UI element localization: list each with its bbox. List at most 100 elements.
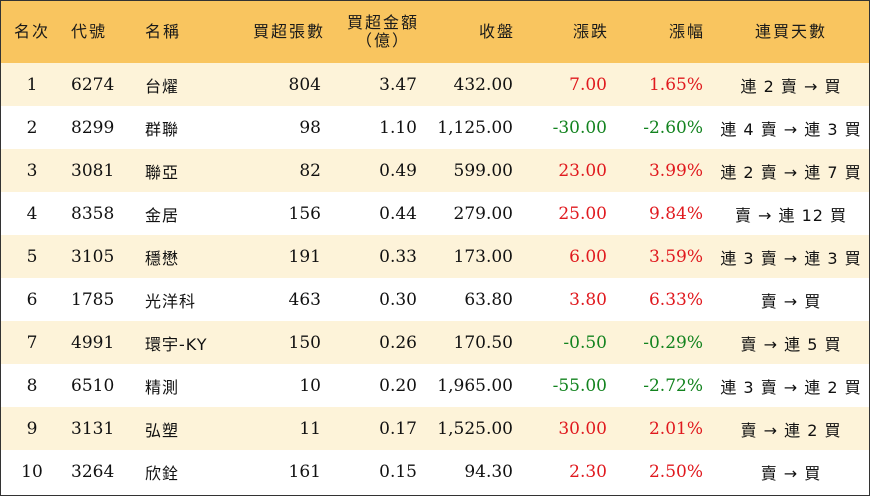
cell-net-amount: 1.10 <box>379 117 417 138</box>
cell-streak: 賣 → 買 <box>760 463 822 483</box>
table-row: 5 3105 穩懋 191 0.33 173.00 6.00 3.59% 連 3 賣 → 連 3… <box>1 235 869 278</box>
cell-pct: -0.29% <box>643 332 703 353</box>
cell-rank: 8 <box>26 375 38 396</box>
header-change: 漲跌 <box>572 22 609 41</box>
cell-close: 599.00 <box>453 160 513 181</box>
cell-streak: 連 4 賣 → 連 3 買 <box>720 119 862 139</box>
header-code: 代號 <box>71 22 108 41</box>
cell-streak: 連 2 賣 → 連 7 買 <box>720 162 862 182</box>
cell-name: 台燿 <box>145 76 180 96</box>
cell-pct: -2.72% <box>643 375 703 396</box>
cell-name: 聯亞 <box>145 162 180 182</box>
cell-streak: 賣 → 買 <box>760 291 822 311</box>
cell-close: 173.00 <box>453 246 513 267</box>
cell-close: 432.00 <box>453 74 513 95</box>
table-row: 1 6274 台燿 804 3.47 432.00 7.00 1.65% 連 2 賣 → 買 <box>1 63 869 106</box>
cell-code: 3131 <box>71 418 115 439</box>
cell-code: 8358 <box>71 203 115 224</box>
cell-close: 279.00 <box>453 203 513 224</box>
cell-rank: 2 <box>26 117 38 138</box>
cell-name: 光洋科 <box>145 291 197 311</box>
cell-net-amount: 0.15 <box>379 461 417 482</box>
cell-change: 23.00 <box>558 160 607 181</box>
cell-code: 3081 <box>71 160 115 181</box>
header-pct: 漲幅 <box>668 22 705 41</box>
cell-name: 穩懋 <box>145 248 180 268</box>
cell-net-amount: 0.44 <box>379 203 417 224</box>
cell-streak: 連 3 賣 → 連 2 買 <box>720 377 862 397</box>
cell-change: 30.00 <box>558 418 607 439</box>
table-row: 3 3081 聯亞 82 0.49 599.00 23.00 3.99% 連 2 賣 → 連 7… <box>1 149 869 192</box>
cell-pct: 3.99% <box>648 160 703 181</box>
cell-net-lots: 82 <box>299 160 321 181</box>
cell-name: 金居 <box>145 205 180 225</box>
cell-close: 170.50 <box>453 332 513 353</box>
cell-net-lots: 98 <box>299 117 321 138</box>
cell-close: 1,965.00 <box>437 375 513 396</box>
cell-streak: 賣 → 連 5 買 <box>740 334 842 354</box>
cell-close: 63.80 <box>464 289 513 310</box>
cell-change: 25.00 <box>558 203 607 224</box>
cell-change: 7.00 <box>569 74 607 95</box>
cell-change: -30.00 <box>552 117 607 138</box>
cell-change: -0.50 <box>563 332 607 353</box>
table-row: 10 3264 欣銓 161 0.15 94.30 2.30 2.50% 賣 → 買 <box>1 450 869 493</box>
cell-streak: 連 3 賣 → 連 3 買 <box>720 248 862 268</box>
cell-streak: 連 2 賣 → 買 <box>740 76 842 96</box>
table-row: 8 6510 精測 10 0.20 1,965.00 -55.00 -2.72% 連 3 賣 →… <box>1 364 869 407</box>
cell-net-amount: 0.20 <box>379 375 417 396</box>
cell-code: 3264 <box>71 461 115 482</box>
cell-name: 弘塑 <box>145 420 180 440</box>
cell-net-lots: 463 <box>288 289 321 310</box>
cell-net-amount: 0.33 <box>379 246 417 267</box>
table-header: 名次 代號 名稱 買超張數 買超金額 （億） 收盤 漲跌 漲幅 連買天數 <box>1 1 869 63</box>
cell-net-amount: 0.49 <box>379 160 417 181</box>
cell-pct: 9.84% <box>648 203 703 224</box>
cell-net-lots: 10 <box>299 375 321 396</box>
cell-net-lots: 150 <box>288 332 321 353</box>
cell-rank: 1 <box>26 74 38 95</box>
cell-net-lots: 156 <box>288 203 321 224</box>
header-net-amount: 買超金額 （億） <box>331 1 427 63</box>
table-row: 2 8299 群聯 98 1.10 1,125.00 -30.00 -2.60% 連 4 賣 →… <box>1 106 869 149</box>
header-close: 收盤 <box>478 22 515 41</box>
cell-streak: 賣 → 連 2 買 <box>740 420 842 440</box>
cell-net-amount: 0.30 <box>379 289 417 310</box>
cell-rank: 5 <box>26 246 38 267</box>
header-name: 名稱 <box>145 22 182 41</box>
cell-rank: 3 <box>26 160 38 181</box>
header-streak: 連買天數 <box>754 22 827 41</box>
cell-rank: 6 <box>26 289 38 310</box>
cell-change: -55.00 <box>552 375 607 396</box>
cell-net-lots: 804 <box>288 74 321 95</box>
cell-close: 1,525.00 <box>437 418 513 439</box>
cell-code: 6510 <box>71 375 115 396</box>
cell-change: 6.00 <box>569 246 607 267</box>
cell-rank: 9 <box>26 418 38 439</box>
table-row: 7 4991 環宇-KY 150 0.26 170.50 -0.50 -0.29% 賣 → 連 … <box>1 321 869 364</box>
table-body: 1 6274 台燿 804 3.47 432.00 7.00 1.65% 連 2 賣 → 買 2… <box>1 63 869 493</box>
cell-net-amount: 0.17 <box>379 418 417 439</box>
cell-net-amount: 0.26 <box>379 332 417 353</box>
table-row: 6 1785 光洋科 463 0.30 63.80 3.80 6.33% 賣 → 買 <box>1 278 869 321</box>
cell-code: 8299 <box>71 117 115 138</box>
cell-name: 環宇-KY <box>145 334 208 354</box>
cell-pct: -2.60% <box>643 117 703 138</box>
cell-streak: 賣 → 連 12 買 <box>734 205 848 225</box>
cell-code: 6274 <box>71 74 115 95</box>
cell-rank: 10 <box>21 461 43 482</box>
cell-close: 1,125.00 <box>437 117 513 138</box>
cell-net-lots: 191 <box>288 246 321 267</box>
cell-name: 精測 <box>145 377 180 397</box>
cell-net-amount: 3.47 <box>379 74 417 95</box>
cell-net-lots: 161 <box>288 461 321 482</box>
cell-name: 群聯 <box>145 119 180 139</box>
header-net-lots: 買超張數 <box>252 22 325 41</box>
cell-rank: 7 <box>26 332 38 353</box>
table-row: 9 3131 弘塑 11 0.17 1,525.00 30.00 2.01% 賣 → 連 2 買 <box>1 407 869 450</box>
cell-pct: 3.59% <box>648 246 703 267</box>
header-rank: 名次 <box>13 22 50 41</box>
cell-code: 1785 <box>71 289 115 310</box>
